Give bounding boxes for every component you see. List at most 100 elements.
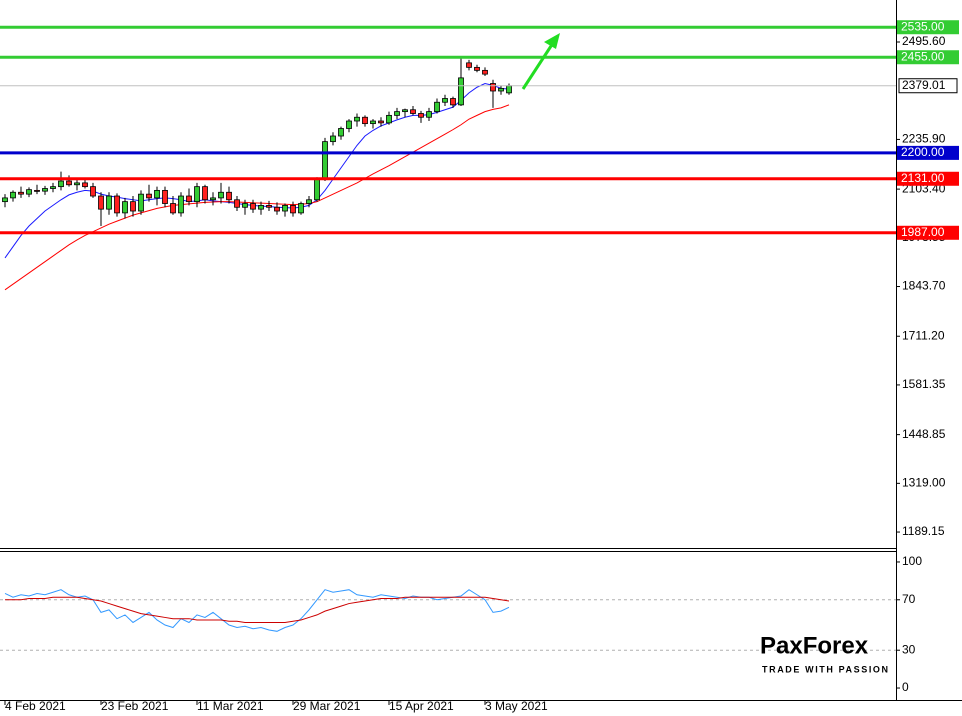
x-tick-label: 23 Feb 2021 <box>101 699 169 713</box>
candle-body <box>58 180 64 188</box>
level-tag-label: 1987.00 <box>901 225 945 239</box>
candle-body <box>106 195 112 210</box>
y-tick-label: 30 <box>902 642 916 656</box>
candle-body <box>122 201 128 214</box>
candle-body <box>74 182 80 186</box>
candle-body <box>362 116 368 125</box>
candle-body <box>402 109 408 113</box>
oscillator-line <box>5 596 510 623</box>
x-tick-label: 11 Mar 2021 <box>197 699 264 713</box>
candle-body <box>226 191 232 201</box>
candle-body <box>482 69 488 75</box>
candle-body <box>186 195 192 203</box>
y-tick-label: 1189.15 <box>902 524 945 538</box>
candle-body <box>82 182 88 188</box>
level-tag <box>897 50 959 65</box>
candle-body <box>458 77 464 106</box>
logo-brand: PaxForex <box>760 632 869 659</box>
x-tick-label: 4 Feb 2021 <box>5 699 66 713</box>
y-tick-label: 1319.00 <box>902 476 946 490</box>
candle-body <box>234 199 240 208</box>
candle-body <box>194 186 200 203</box>
level-tag-label: 2131.00 <box>901 171 945 185</box>
candle-body <box>34 189 40 192</box>
level-tag <box>897 225 959 240</box>
candle-body <box>90 186 96 197</box>
candle-body <box>10 191 16 199</box>
candle-body <box>162 189 168 204</box>
candle-body <box>450 98 456 106</box>
x-tick-label: 3 May 2021 <box>485 699 548 713</box>
candle-body <box>418 113 424 118</box>
candle-body <box>386 114 392 124</box>
candle-body <box>434 101 440 113</box>
logo: PaxForex TRADE WITH PASSION <box>760 632 890 674</box>
y-tick-label: 1581.35 <box>902 377 946 391</box>
candle-body <box>42 188 48 192</box>
candle-body <box>290 204 296 214</box>
candle-body <box>178 195 184 214</box>
candle-body <box>18 191 24 195</box>
candle-body <box>298 203 304 214</box>
candle-body <box>66 180 72 186</box>
candle-body <box>442 98 448 103</box>
candle-body <box>394 111 400 116</box>
candle-body <box>314 178 320 201</box>
y-tick-label: 1448.85 <box>902 427 946 441</box>
candle-body <box>218 191 224 199</box>
candle-body <box>378 120 384 124</box>
trend-arrow <box>521 33 560 90</box>
candle-body <box>154 189 160 199</box>
candle-body <box>346 120 352 129</box>
y-tick-label: 0 <box>902 680 909 694</box>
candle-body <box>338 128 344 137</box>
candle-body <box>354 116 360 122</box>
candle-body <box>242 203 248 208</box>
last-price-label: 2379.01 <box>902 78 946 92</box>
candle-body <box>170 203 176 214</box>
level-tag <box>897 171 959 186</box>
y-tick-label: 70 <box>902 592 916 606</box>
level-tag-label: 2455.00 <box>901 49 945 63</box>
candle-body <box>330 135 336 143</box>
candle-body <box>98 195 104 210</box>
y-tick-label: 1843.70 <box>902 279 946 293</box>
candle-body <box>466 62 472 68</box>
y-tick-label: 100 <box>902 554 922 568</box>
x-tick-label: 29 Mar 2021 <box>293 699 361 713</box>
candle-body <box>282 204 288 212</box>
candle-body <box>426 111 432 118</box>
candle-body <box>2 197 8 203</box>
candle-body <box>506 85 512 94</box>
plot-layer: 2495.602235.902103.401973.551843.701711.… <box>0 19 959 713</box>
level-tag <box>897 145 959 160</box>
x-tick-label: 15 Apr 2021 <box>389 699 454 713</box>
candle-body <box>306 199 312 204</box>
candle-body <box>370 120 376 125</box>
candle-body <box>490 83 496 92</box>
candle-body <box>146 193 152 199</box>
y-tick-label: 2235.90 <box>902 132 946 146</box>
candle-body <box>410 109 416 114</box>
y-tick-label: 2495.60 <box>902 34 946 48</box>
candle-body <box>210 197 216 201</box>
candle-body <box>114 195 120 214</box>
candle-body <box>138 193 144 212</box>
candle-body <box>274 206 280 212</box>
level-tag-label: 2200.00 <box>901 145 945 159</box>
level-tag <box>897 20 959 35</box>
candle-body <box>130 201 136 212</box>
candle-body <box>498 87 504 92</box>
moving-average <box>4 82 510 259</box>
candle-body <box>202 186 208 201</box>
logo-tagline: TRADE WITH PASSION <box>762 664 890 674</box>
candle-body <box>322 141 328 180</box>
candle-body <box>26 189 32 195</box>
candle-body <box>474 66 480 71</box>
last-price-tag <box>898 78 958 94</box>
candle-body <box>258 204 264 210</box>
candle-body <box>250 203 256 210</box>
candle-body <box>266 204 272 208</box>
